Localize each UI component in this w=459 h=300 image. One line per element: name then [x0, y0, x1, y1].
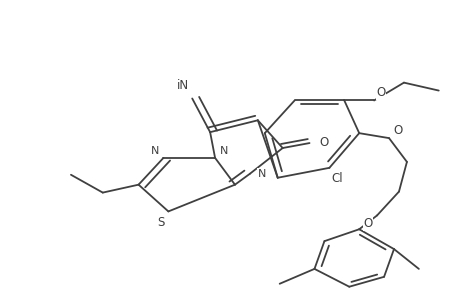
Text: O: O: [393, 124, 402, 136]
Text: S: S: [157, 216, 164, 229]
Text: O: O: [319, 136, 328, 149]
Text: O: O: [363, 217, 372, 230]
Text: O: O: [375, 86, 385, 99]
Text: Cl: Cl: [331, 172, 342, 185]
Text: N: N: [150, 146, 158, 155]
Text: iN: iN: [176, 79, 188, 92]
Text: N: N: [219, 146, 228, 155]
Text: N: N: [257, 169, 266, 179]
